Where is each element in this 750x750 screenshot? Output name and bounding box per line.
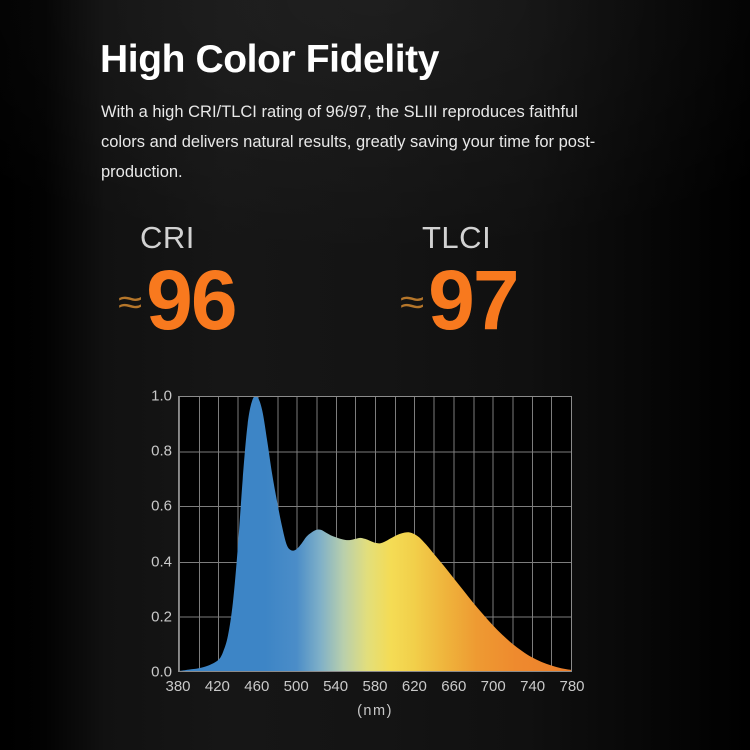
metric-tlci: TLCI ≈ 97 xyxy=(400,220,520,347)
x-axis-tick-label: 780 xyxy=(559,678,585,695)
metric-tlci-value: 97 xyxy=(428,253,519,347)
approximately-icon: ≈ xyxy=(118,282,143,323)
y-axis-tick-label: 0.8 xyxy=(151,442,172,460)
y-axis-tick-label: 0.2 xyxy=(151,608,172,626)
x-axis-tick-label: 740 xyxy=(520,678,546,695)
x-axis-tick-label: 500 xyxy=(283,678,309,695)
y-axis-tick-label: 0.0 xyxy=(151,663,172,681)
metric-cri-value: 96 xyxy=(146,253,237,347)
metrics-group: CRI ≈ 96 TLCI ≈ 97 xyxy=(100,222,660,352)
page-title: High Color Fidelity xyxy=(100,38,440,82)
metric-tlci-label: TLCI xyxy=(422,220,492,255)
x-axis-tick-label: 380 xyxy=(165,678,191,695)
x-axis-tick-label: 660 xyxy=(441,678,467,695)
x-axis-tick-label: 460 xyxy=(244,678,270,695)
metric-tlci-value-row: ≈ 97 xyxy=(400,253,520,347)
spectrum-curve xyxy=(179,397,571,671)
y-axis-tick-label: 0.6 xyxy=(151,497,172,515)
metric-cri: CRI ≈ 96 xyxy=(118,220,238,347)
approximately-icon: ≈ xyxy=(400,282,425,323)
chart-plot-area xyxy=(178,396,572,672)
x-axis-ticks: 380 420 460 500 540 580 620 660 700 740 780 xyxy=(165,678,584,700)
metric-cri-label: CRI xyxy=(140,220,195,255)
x-axis-tick-label: 420 xyxy=(204,678,230,695)
x-axis-tick-label: 540 xyxy=(323,678,349,695)
y-axis-tick-label: 0.4 xyxy=(151,553,172,571)
x-axis-title: (nm) xyxy=(357,703,393,719)
x-axis-tick-label: 700 xyxy=(480,678,506,695)
spectral-power-distribution-chart: 0.0 0.2 0.4 0.6 0.8 1.0 xyxy=(132,388,592,728)
y-axis-tick-label: 1.0 xyxy=(151,387,172,405)
x-axis-tick-label: 620 xyxy=(401,678,427,695)
x-axis-tick-label: 580 xyxy=(362,678,388,695)
page-description: With a high CRI/TLCI rating of 96/97, th… xyxy=(101,102,596,181)
y-axis-ticks: 0.0 0.2 0.4 0.6 0.8 1.0 xyxy=(132,388,172,681)
metric-cri-value-row: ≈ 96 xyxy=(118,253,238,347)
